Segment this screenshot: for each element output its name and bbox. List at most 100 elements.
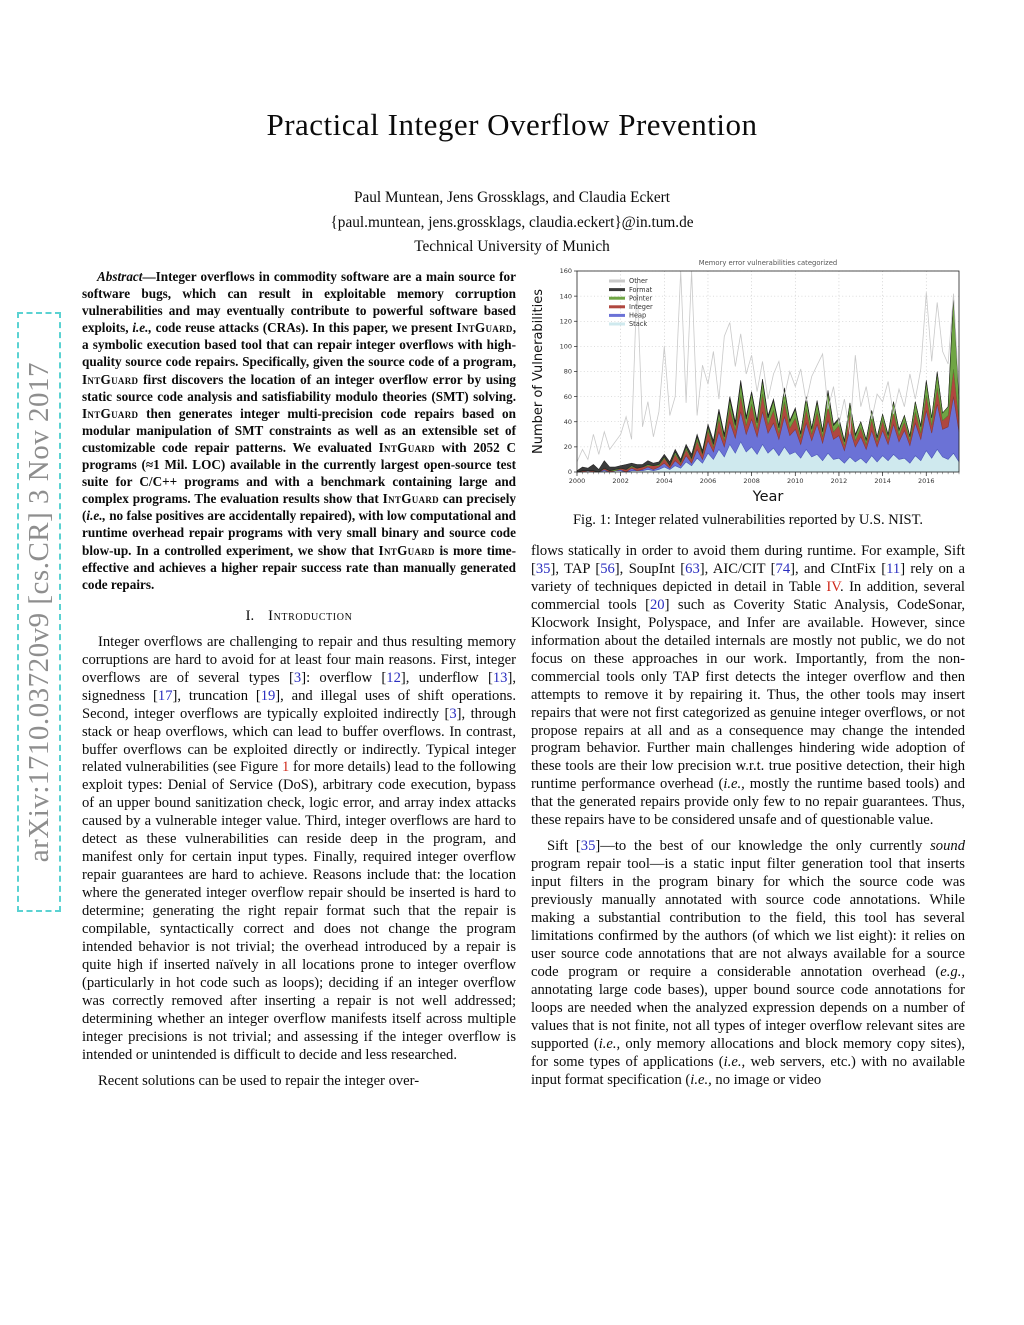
citation-link[interactable]: 13 — [492, 669, 508, 686]
legend-label-format: Format — [629, 286, 653, 294]
section-number: I. — [245, 607, 255, 624]
text-segment: e.g., — [940, 963, 965, 980]
citation-link[interactable]: 19 — [260, 687, 276, 704]
paper-title: Practical Integer Overflow Prevention — [266, 106, 758, 142]
text-segment: ], AIC/CIT [ — [699, 560, 776, 577]
text-segment: ]: overflow [ — [301, 669, 387, 686]
y-tick-label: 120 — [560, 317, 572, 325]
text-segment: sound — [930, 838, 965, 855]
x-tick-label: 2014 — [874, 477, 891, 485]
citation-link[interactable]: 11 — [886, 560, 901, 577]
y-tick-label: 40 — [564, 418, 572, 426]
text-segment: i.e., — [723, 1053, 746, 1070]
right-column: 0 20 40 60 80 100 120 140 160 2000 2002 2004 2006 200… — [531, 256, 965, 1090]
text-segment: for more details) lead to the following … — [82, 759, 517, 1063]
citation-link[interactable]: 3 — [449, 705, 457, 722]
text-segment: ], and illegal uses of shift operations.… — [82, 687, 516, 722]
text-segment: code reuse attacks (CRAs). In this paper… — [151, 320, 457, 336]
text-segment: ]—to the best of our knowledge the only … — [595, 838, 931, 855]
x-tick-label: 2004 — [656, 477, 673, 485]
author-block: Paul Muntean, Jens Grossklags, and Claud… — [0, 186, 1024, 260]
section-heading-introduction: I. Introduction — [82, 608, 516, 625]
text-segment: i.e., — [690, 1071, 712, 1088]
text-segment: IntGuard — [82, 371, 139, 387]
citation-link[interactable]: 63 — [685, 560, 700, 577]
text-segment: IntGuard — [382, 491, 439, 507]
text-segment: Sift [ — [547, 838, 581, 855]
text-segment: IntGuard — [378, 542, 435, 558]
text-segment: i.e., — [132, 320, 152, 336]
x-tick-label: 2010 — [787, 477, 804, 485]
y-tick-label: 0 — [568, 468, 572, 476]
author-emails: {paul.muntean, jens.grossklags, claudia.… — [330, 213, 694, 231]
y-tick-label: 20 — [564, 443, 572, 451]
text-segment: i.e., — [86, 508, 106, 524]
text-segment: no image or video — [711, 1071, 822, 1088]
text-segment: program repair tool—is a static input fi… — [531, 856, 965, 980]
citation-link[interactable]: 35 — [580, 838, 596, 855]
text-segment: then generates integer multi-precision c… — [82, 405, 516, 455]
citation-link[interactable]: 3 — [293, 669, 302, 686]
figure-ref-link[interactable]: IV — [826, 578, 840, 595]
legend-label-stack: Stack — [629, 320, 647, 328]
text-segment: Abstract — [97, 269, 143, 284]
legend-label-other: Other — [629, 277, 648, 285]
figure-ref-link[interactable]: 1 — [281, 759, 290, 776]
arxiv-watermark: arXiv:1710.03720v9 [cs.CR] 3 Nov 2017 — [17, 312, 61, 912]
text-segment: ], SoupInt [ — [614, 560, 686, 577]
text-segment: Recent solutions can be used to repair t… — [98, 1072, 420, 1089]
x-tick-label: 2000 — [569, 477, 586, 485]
text-segment: mostly the runtime based tools) and that… — [531, 776, 965, 829]
text-segment: first discovers the location of an integ… — [82, 371, 516, 404]
abstract: Abstract—Integer overflows in commodity … — [82, 268, 516, 593]
y-tick-label: 80 — [564, 368, 572, 376]
text-segment: annotating large code bases), upper boun… — [531, 981, 965, 1052]
legend-label-pointer: Pointer — [629, 294, 652, 302]
text-segment: ], TAP [ — [550, 560, 601, 577]
text-segment: ], truncation [ — [172, 687, 261, 704]
text-segment: i.e., — [598, 1035, 621, 1052]
citation-link[interactable]: 12 — [386, 669, 401, 686]
text-segment: IntGuard — [82, 405, 139, 421]
text-segment: IntGuard — [456, 320, 513, 336]
text-segment: , a symbolic execution based tool that c… — [82, 320, 516, 370]
text-segment: IntGuard — [378, 439, 435, 455]
legend-label-heap: Heap — [629, 312, 646, 320]
citation-link[interactable]: 56 — [600, 560, 615, 577]
citation-link[interactable]: 17 — [157, 687, 173, 704]
text-segment: —Integer overflows in commodity software… — [82, 269, 516, 336]
text-segment: no false positives are accidentally repa… — [82, 508, 516, 558]
text-segment: ], through stack or heap overflows, whic… — [82, 705, 516, 776]
section-title: Introduction — [268, 607, 353, 624]
text-segment: ], underflow [ — [400, 669, 493, 686]
right-paragraph-1: flows statically in order to avoid them … — [531, 543, 965, 830]
y-tick-label: 160 — [560, 267, 572, 275]
x-tick-label: 2002 — [612, 477, 629, 485]
affiliation: Technical University of Munich — [414, 238, 610, 255]
arxiv-watermark-text: arXiv:1710.03720v9 [cs.CR] 3 Nov 2017 — [22, 361, 55, 863]
text-segment: i.e., — [723, 776, 745, 793]
right-paragraph-2: Sift [35]—to the best of our knowledge t… — [531, 838, 965, 1089]
intro-paragraph-1: Integer overflows are challenging to rep… — [82, 634, 516, 1065]
citation-link[interactable]: 20 — [649, 596, 665, 613]
figure-1: 0 20 40 60 80 100 120 140 160 2000 2002 2004 2006 200… — [531, 256, 965, 529]
vulnerabilities-chart: 0 20 40 60 80 100 120 140 160 2000 2002 2004 2006 200… — [531, 256, 965, 508]
text-segment: ] such as Coverity Static Analysis, Code… — [531, 596, 965, 793]
x-tick-label: 2012 — [831, 477, 848, 485]
citation-link[interactable]: 35 — [535, 560, 551, 577]
text-segment: . In addition, several commercial tools … — [531, 578, 965, 613]
vulnerabilities-chart-svg: 0 20 40 60 80 100 120 140 160 2000 2002 2004 2006 200… — [531, 256, 965, 508]
text-segment: Integer overflows are challenging to rep… — [82, 633, 516, 686]
x-axis-label: Year — [752, 489, 784, 505]
x-tick-label: 2008 — [743, 477, 760, 485]
y-tick-label: 100 — [560, 343, 572, 351]
y-tick-label: 140 — [560, 292, 572, 300]
text-segment: can precisely ( — [82, 491, 517, 524]
left-column: Abstract—Integer overflows in commodity … — [82, 268, 516, 1091]
x-tick-label: 2016 — [918, 477, 935, 485]
citation-link[interactable]: 74 — [775, 560, 791, 577]
text-segment: is more time-effective and achieves a hi… — [82, 542, 516, 592]
text-segment: ] rely on a variety of techniques depict… — [531, 560, 965, 595]
chart-title: Memory error vulnerabilities categorized — [699, 259, 837, 267]
